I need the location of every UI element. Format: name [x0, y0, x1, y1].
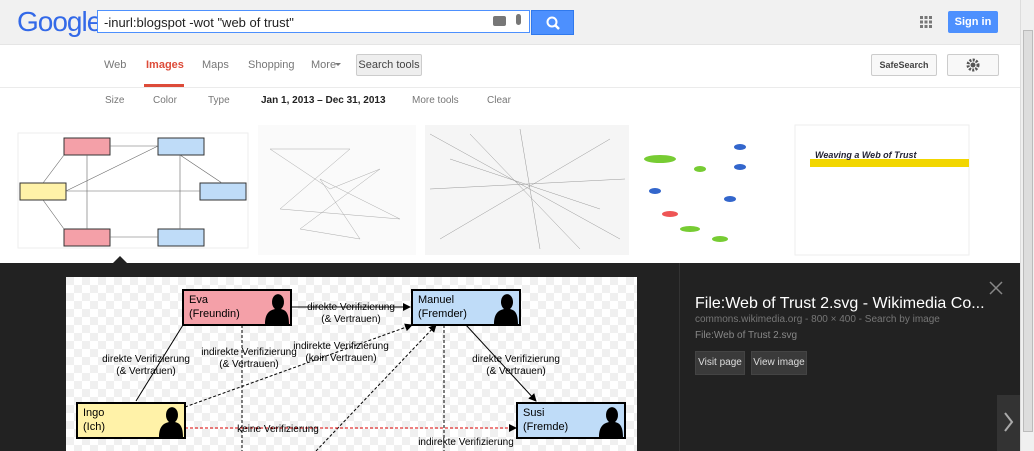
thumbnail[interactable]	[794, 124, 970, 256]
clear-tools[interactable]: Clear	[487, 95, 511, 106]
edge-label: indirekte Verifizierung	[418, 437, 514, 448]
edge-label: (& Vertrauen)	[116, 366, 175, 377]
query: -inurl:blogspot -wot "web of trust"	[104, 15, 294, 30]
edge-label: keine Verifizierung	[237, 424, 319, 435]
edge-label: indirekte Verifizierung	[293, 341, 389, 352]
apps-icon[interactable]	[920, 16, 932, 28]
preview-file: File:Web of Trust 2.svg	[695, 330, 798, 341]
person-icon	[159, 407, 183, 437]
edge-label: indirekte Verifizierung	[201, 347, 297, 358]
node-label: (Ich)	[83, 421, 105, 433]
camera-icon[interactable]	[493, 16, 506, 26]
search-box[interactable]: -inurl:blogspot -wot "web of trust"	[97, 10, 530, 33]
node-box	[516, 402, 626, 439]
scrollbar[interactable]	[1020, 0, 1034, 451]
nav-tab[interactable]: Images	[146, 59, 184, 71]
tool-filter[interactable]: Color	[153, 95, 177, 106]
visit-page[interactable]: Visit page	[695, 351, 745, 375]
thumb-diagram	[19, 137, 247, 247]
caret	[335, 63, 341, 69]
thumb-graph	[429, 128, 626, 250]
edge-label: (kein Vertrauen)	[305, 353, 376, 364]
node-label: (Fremder)	[418, 308, 467, 320]
preview-title[interactable]: File:Web of Trust 2.svg - Wikimedia Co..…	[695, 295, 985, 312]
tools-bar	[0, 88, 1020, 118]
node-label: Eva	[189, 294, 209, 306]
edge-label: (& Vertrauen)	[219, 359, 278, 370]
nav-tab[interactable]: Shopping	[248, 59, 295, 71]
node-label: Ingo	[83, 407, 104, 419]
thumb-graph	[269, 148, 401, 240]
tool-filter[interactable]: Jan 1, 2013 – Dec 31, 2013	[261, 95, 386, 106]
settings[interactable]	[947, 54, 999, 76]
thumbnail[interactable]	[258, 125, 416, 255]
preview-image[interactable]: Eva (Freundin) Manuel (Fremder) Ingo (Ich) Sus…	[66, 277, 637, 451]
edge-label: direkte Verifizierung	[472, 354, 560, 365]
nav-tab[interactable]: More	[311, 59, 337, 71]
view-image[interactable]: View image	[751, 351, 807, 375]
thumb-bubbles	[644, 144, 746, 242]
person-icon	[265, 294, 289, 324]
close[interactable]	[988, 280, 1004, 296]
node-label: (Freundin)	[189, 308, 240, 320]
nav-tab[interactable]: Maps	[202, 59, 229, 71]
slide-title: Weaving a Web of Trust	[815, 150, 918, 160]
search-button[interactable]	[531, 10, 574, 35]
safesearch[interactable]: SafeSearch	[871, 54, 937, 76]
thumbnail[interactable]	[425, 125, 629, 255]
tab-underline	[144, 84, 184, 87]
edge-label: (& Vertrauen)	[321, 314, 380, 325]
tool-filter[interactable]: More tools	[412, 95, 459, 106]
node-label: Manuel	[418, 294, 454, 306]
nav-bar	[0, 44, 1020, 88]
edge-label: direkte Verifizierung	[102, 354, 190, 365]
mic-icon[interactable]	[516, 14, 521, 25]
thumb-row: Weaving a Web of Trust	[0, 119, 1020, 263]
search-icon	[546, 16, 560, 30]
tool-filter[interactable]: Size	[105, 95, 125, 106]
person-icon	[494, 294, 518, 324]
person-icon	[599, 407, 623, 437]
preview-meta: commons.wikimedia.org - 800 × 400 - Sear…	[695, 314, 940, 325]
next-arrow[interactable]	[997, 395, 1020, 451]
slide-bar	[810, 159, 969, 167]
logo[interactable]: Google	[17, 6, 102, 37]
nav-tab[interactable]: Web	[104, 59, 127, 71]
search-tools[interactable]: Search tools	[356, 54, 422, 76]
sign-in[interactable]: Sign in	[948, 11, 998, 33]
edge-label: (& Vertrauen)	[486, 366, 545, 377]
tool-filter[interactable]: Type	[208, 95, 230, 106]
node-label: (Fremde)	[523, 421, 568, 433]
edge-label: direkte Verifizierung	[307, 302, 395, 313]
node-label: Susi	[523, 407, 544, 419]
